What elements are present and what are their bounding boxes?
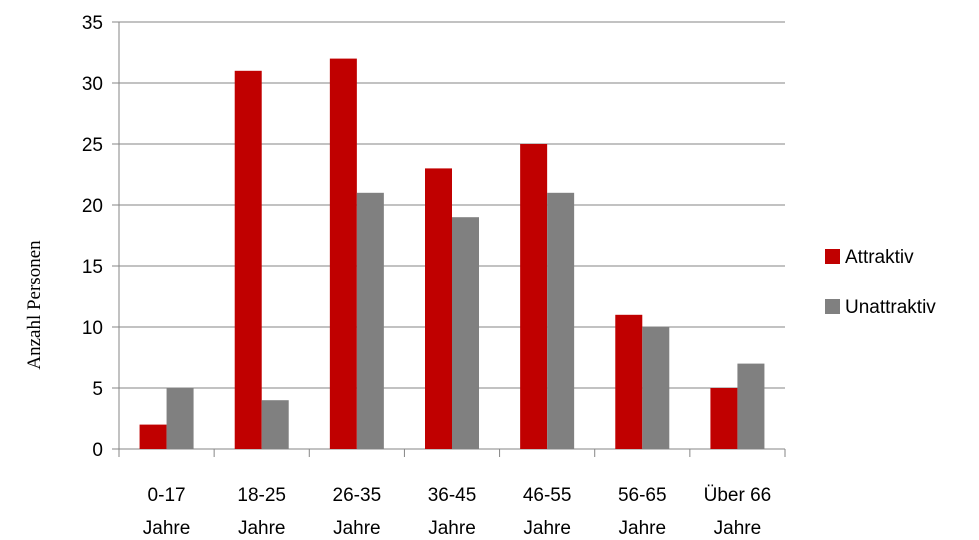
bar-attraktiv-1 <box>234 70 262 450</box>
legend-swatch-attraktiv <box>825 249 840 264</box>
y-tick-label: 25 <box>82 135 103 156</box>
x-category-label: Über 66 <box>704 485 772 506</box>
x-category-label: 0-17 <box>148 485 186 506</box>
x-category-label: Jahre <box>143 518 191 539</box>
bar-attraktiv-6 <box>710 388 738 449</box>
legend-label-unattraktiv: Unattraktiv <box>845 297 936 318</box>
y-tick-label: 10 <box>82 318 103 339</box>
x-category-label: Jahre <box>619 518 667 539</box>
x-category-label: Jahre <box>333 518 381 539</box>
bar-unattraktiv-5 <box>642 327 670 449</box>
y-tick-label: 30 <box>82 74 103 95</box>
x-category-labels: 0-17 Jahre 18-25 Jahre 26-35 Jahre 36-45 Jahre 4… <box>143 485 771 539</box>
x-category-label: Jahre <box>714 518 762 539</box>
y-tick-label: 0 <box>92 440 103 461</box>
x-category-label: Jahre <box>523 518 571 539</box>
x-category-label: 26-35 <box>333 485 382 506</box>
bar-attraktiv-5 <box>615 314 643 449</box>
bar-attraktiv-0 <box>139 424 167 449</box>
legend-label-attraktiv: Attraktiv <box>845 247 914 268</box>
bar-unattraktiv-6 <box>737 363 765 449</box>
bar-attraktiv-4 <box>520 144 548 449</box>
bar-unattraktiv-0 <box>166 388 194 449</box>
bar-unattraktiv-1 <box>261 400 289 449</box>
legend-swatch-unattraktiv <box>825 299 840 314</box>
x-category-label: Jahre <box>238 518 286 539</box>
legend: Attraktiv Unattraktiv <box>825 247 936 318</box>
bar-attraktiv-2 <box>329 58 357 449</box>
y-axis-title: Anzahl Personen <box>24 240 45 370</box>
bar-attraktiv-3 <box>425 168 452 449</box>
x-category-label: Jahre <box>428 518 476 539</box>
y-tick-labels: 0 5 10 15 20 25 30 35 <box>82 13 103 461</box>
x-category-label: 56-65 <box>618 485 667 506</box>
y-tick-label: 15 <box>82 257 103 278</box>
x-category-label: 36-45 <box>428 485 477 506</box>
y-tick-label: 5 <box>92 379 103 400</box>
bar-unattraktiv-4 <box>547 192 575 450</box>
x-category-label: 46-55 <box>523 485 572 506</box>
y-tick-label: 20 <box>82 196 103 217</box>
y-tick-label: 35 <box>82 13 103 34</box>
bar-unattraktiv-2 <box>356 192 384 450</box>
x-category-label: 18-25 <box>237 485 286 506</box>
bar-unattraktiv-3 <box>452 217 479 449</box>
bars <box>139 58 765 450</box>
